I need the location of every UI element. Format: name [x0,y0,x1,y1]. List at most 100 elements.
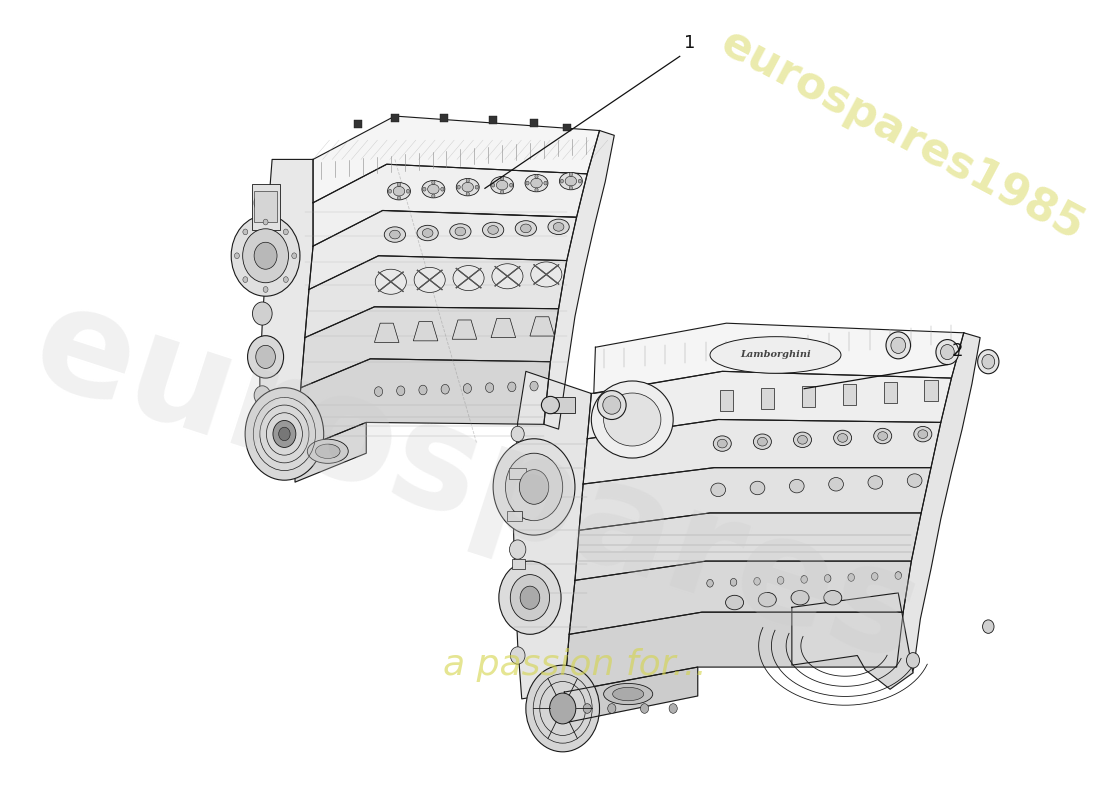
Circle shape [231,215,300,296]
Ellipse shape [492,264,522,289]
Circle shape [895,572,902,579]
Circle shape [526,181,529,185]
Bar [354,120,362,128]
Circle shape [245,388,323,480]
Circle shape [493,438,575,535]
Ellipse shape [603,396,620,414]
Circle shape [485,383,494,393]
Ellipse shape [908,474,922,487]
Text: eurospares: eurospares [16,273,937,692]
Polygon shape [575,513,921,580]
Ellipse shape [936,339,959,365]
Circle shape [520,586,540,610]
Circle shape [730,578,737,586]
Circle shape [256,346,275,369]
Polygon shape [414,322,438,341]
Ellipse shape [711,483,726,497]
Bar [390,114,399,122]
Circle shape [284,277,288,282]
Ellipse shape [384,227,406,242]
Ellipse shape [520,224,531,233]
Circle shape [824,574,830,582]
Polygon shape [579,468,931,530]
Circle shape [374,386,383,396]
Bar [761,388,774,409]
Circle shape [292,253,297,258]
Ellipse shape [531,262,562,287]
Ellipse shape [515,221,537,236]
Circle shape [583,704,592,714]
Ellipse shape [824,590,842,605]
Ellipse shape [525,174,548,192]
Ellipse shape [891,338,905,354]
Ellipse shape [758,593,777,607]
Polygon shape [583,419,940,484]
Ellipse shape [487,226,498,234]
Text: 1: 1 [684,34,695,51]
Ellipse shape [868,476,882,489]
Circle shape [466,178,470,182]
Polygon shape [564,667,697,723]
Polygon shape [896,333,980,673]
Circle shape [640,704,649,714]
Text: eurospares1985: eurospares1985 [714,22,1091,250]
Circle shape [466,192,470,196]
Circle shape [510,574,550,621]
Circle shape [500,177,504,180]
Ellipse shape [940,345,954,359]
Polygon shape [314,116,600,202]
Circle shape [463,384,472,394]
Bar [802,386,815,407]
Ellipse shape [834,430,851,446]
Circle shape [475,186,478,189]
Circle shape [535,188,538,192]
Ellipse shape [394,186,405,196]
Ellipse shape [414,267,446,293]
Ellipse shape [758,438,768,446]
Circle shape [560,179,563,183]
Circle shape [243,229,248,235]
Ellipse shape [914,426,932,442]
Circle shape [441,385,449,394]
Circle shape [526,665,600,752]
Circle shape [406,190,409,193]
Ellipse shape [491,177,514,194]
Ellipse shape [389,230,400,239]
Circle shape [498,561,561,634]
Polygon shape [300,307,559,388]
Ellipse shape [604,683,652,705]
Ellipse shape [422,181,444,198]
Circle shape [397,386,405,396]
Ellipse shape [387,182,410,200]
Ellipse shape [726,595,744,610]
Ellipse shape [548,219,569,234]
Ellipse shape [597,390,626,419]
Circle shape [248,336,284,378]
Ellipse shape [455,227,465,236]
Ellipse shape [541,396,560,414]
Bar [254,191,277,222]
Circle shape [254,242,277,270]
Circle shape [906,653,920,668]
Ellipse shape [717,439,727,448]
Ellipse shape [375,270,406,294]
Circle shape [492,183,495,187]
Bar [719,390,733,411]
Ellipse shape [886,332,911,359]
Text: a passion for...: a passion for... [443,648,707,682]
Ellipse shape [307,439,349,463]
Circle shape [254,386,271,405]
Ellipse shape [422,229,433,238]
Polygon shape [295,422,366,482]
Bar [509,468,526,479]
Circle shape [422,187,426,191]
Circle shape [801,575,807,583]
Circle shape [579,179,582,183]
Circle shape [243,229,288,282]
Polygon shape [295,359,550,451]
Ellipse shape [798,435,807,444]
Ellipse shape [750,482,764,494]
Circle shape [397,182,400,186]
Polygon shape [305,256,566,338]
Bar [883,382,896,403]
